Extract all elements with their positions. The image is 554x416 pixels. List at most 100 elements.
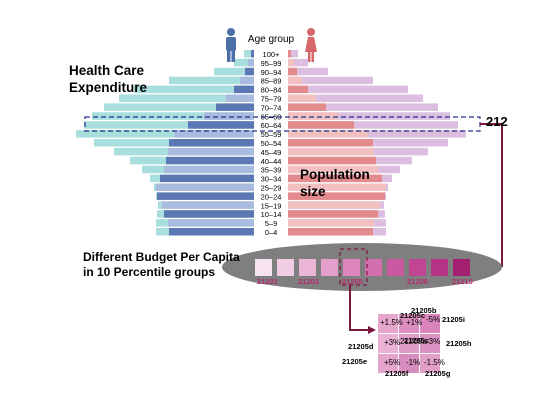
- population-size-title: Population size: [300, 166, 370, 200]
- age-group-label: 0–4: [265, 228, 278, 237]
- female-population-bar: [288, 103, 326, 111]
- male-population-bar: [157, 192, 254, 200]
- expenditure-bar-left: [234, 58, 254, 67]
- health-care-line-1: Health Care: [69, 63, 145, 78]
- sub-cell: [399, 334, 419, 353]
- female-population-bar: [288, 94, 316, 102]
- cell-value-c: +1.5%: [380, 318, 403, 327]
- expenditure-bar-right: [288, 67, 328, 76]
- expenditure-bar-right: [288, 121, 458, 129]
- expenditure-bar-right: [288, 112, 450, 120]
- health-care-expenditure-title: Health Care Expenditure: [69, 62, 147, 96]
- male-population-bar: [234, 85, 254, 94]
- cell-label-a: 21205a: [400, 337, 427, 346]
- male-population-bar: [174, 130, 254, 138]
- age-group-label: 100+: [263, 50, 281, 59]
- female-population-bar: [288, 121, 354, 129]
- percentile-swatch: [255, 259, 272, 276]
- cell-value-f2: -1%: [406, 358, 420, 367]
- age-group-label: 5–9: [265, 219, 278, 228]
- sub-cell: [420, 334, 440, 353]
- age-group-header: Age group: [248, 34, 295, 45]
- male-population-bar: [164, 210, 254, 218]
- expenditure-bar-right: [288, 130, 466, 138]
- expenditure-bar-left: [104, 103, 254, 111]
- female-population-bar: [288, 201, 380, 209]
- cell-label-b: 21205b: [411, 306, 437, 315]
- budget-line-2: in 10 Percentile groups: [83, 265, 216, 279]
- sub-cell: [399, 314, 419, 333]
- female-population-bar: [288, 165, 378, 174]
- female-population-bar: [288, 67, 297, 76]
- female-population-bar: [288, 210, 378, 218]
- selected-percentile-outline: [339, 248, 368, 286]
- sub-cell: [378, 314, 398, 333]
- cell-label-e: 21205e: [342, 357, 367, 366]
- age-group-label: 60–64: [261, 121, 282, 130]
- cell-value-i: -5%: [426, 315, 440, 324]
- cell-label-c: 21205c: [404, 336, 429, 345]
- age-group-label: 90–94: [261, 68, 282, 77]
- age-group-label: 55–59: [261, 130, 282, 139]
- percentile-swatch: [387, 259, 404, 276]
- age-group-label: 95–99: [261, 59, 282, 68]
- age-group-label: 30–34: [261, 175, 282, 184]
- percentile-swatch: [321, 259, 338, 276]
- age-group-label: 40–44: [261, 157, 282, 166]
- expenditure-bar-left: [119, 94, 254, 102]
- cell-label-i: 21205i: [442, 315, 465, 324]
- sub-cell-connector: [349, 285, 370, 331]
- age-group-label: 15–19: [261, 201, 282, 210]
- male-population-bar: [248, 58, 254, 67]
- age-group-label: 25–29: [261, 184, 282, 193]
- age-group-label: 10–14: [261, 210, 282, 219]
- female-population-bar: [288, 112, 338, 120]
- percentile-code: 21203: [298, 277, 319, 286]
- cell-label-g: 21205g: [425, 369, 451, 378]
- expenditure-bar-left: [244, 50, 254, 58]
- female-population-bar: [288, 85, 308, 94]
- sub-cell-grid: [378, 314, 440, 373]
- percentile-swatch: [277, 259, 294, 276]
- expenditure-bar-right: [288, 94, 423, 102]
- female-population-bar: [288, 174, 382, 183]
- female-population-bar: [288, 228, 373, 236]
- percentile-swatch: [409, 259, 426, 276]
- female-population-bar: [288, 192, 385, 200]
- female-population-bar: [288, 50, 291, 58]
- connector-arrow: [472, 123, 503, 267]
- male-population-bar: [245, 67, 254, 76]
- budget-line-1: Different Budget Per Capita: [83, 250, 240, 264]
- budget-title: Different Budget Per Capita in 10 Percen…: [83, 250, 240, 280]
- male-population-bar: [188, 121, 254, 129]
- percentile-swatch: [299, 259, 316, 276]
- age-group-label: 35–39: [261, 166, 282, 175]
- female-population-bar: [288, 183, 386, 191]
- female-population-bar: [288, 219, 374, 227]
- cell-value-b: +1%: [406, 318, 422, 327]
- expenditure-bar-right: [288, 103, 438, 111]
- percentile-swatch: [431, 259, 448, 276]
- expenditure-bar-left: [92, 112, 254, 120]
- percentile-panel: [222, 243, 502, 291]
- age-group-label: 80–84: [261, 86, 282, 95]
- expenditure-bar-left: [169, 76, 254, 85]
- age-group-label: 85–89: [261, 77, 282, 86]
- expenditure-bar-right: [288, 58, 308, 67]
- expenditure-bar-right: [288, 50, 298, 58]
- percentile-swatch: [343, 259, 360, 276]
- sub-cell: [378, 354, 398, 373]
- cell-label-c-top: 21205c: [400, 311, 425, 320]
- percentile-swatch: [453, 259, 470, 276]
- age-group-labels: 100+95–9990–9485–8980–8475–7970–7465–696…: [261, 50, 282, 237]
- male-population-bar: [169, 228, 254, 236]
- expenditure-bar-left: [76, 130, 254, 138]
- sub-cell: [420, 314, 440, 333]
- male-population-bar: [162, 201, 254, 209]
- male-population-bar: [169, 139, 254, 147]
- sub-cell-arrowhead: [368, 326, 376, 334]
- cell-value-f: +5%: [384, 358, 400, 367]
- male-population-bar: [166, 156, 254, 165]
- health-care-line-2: Expenditure: [69, 80, 148, 95]
